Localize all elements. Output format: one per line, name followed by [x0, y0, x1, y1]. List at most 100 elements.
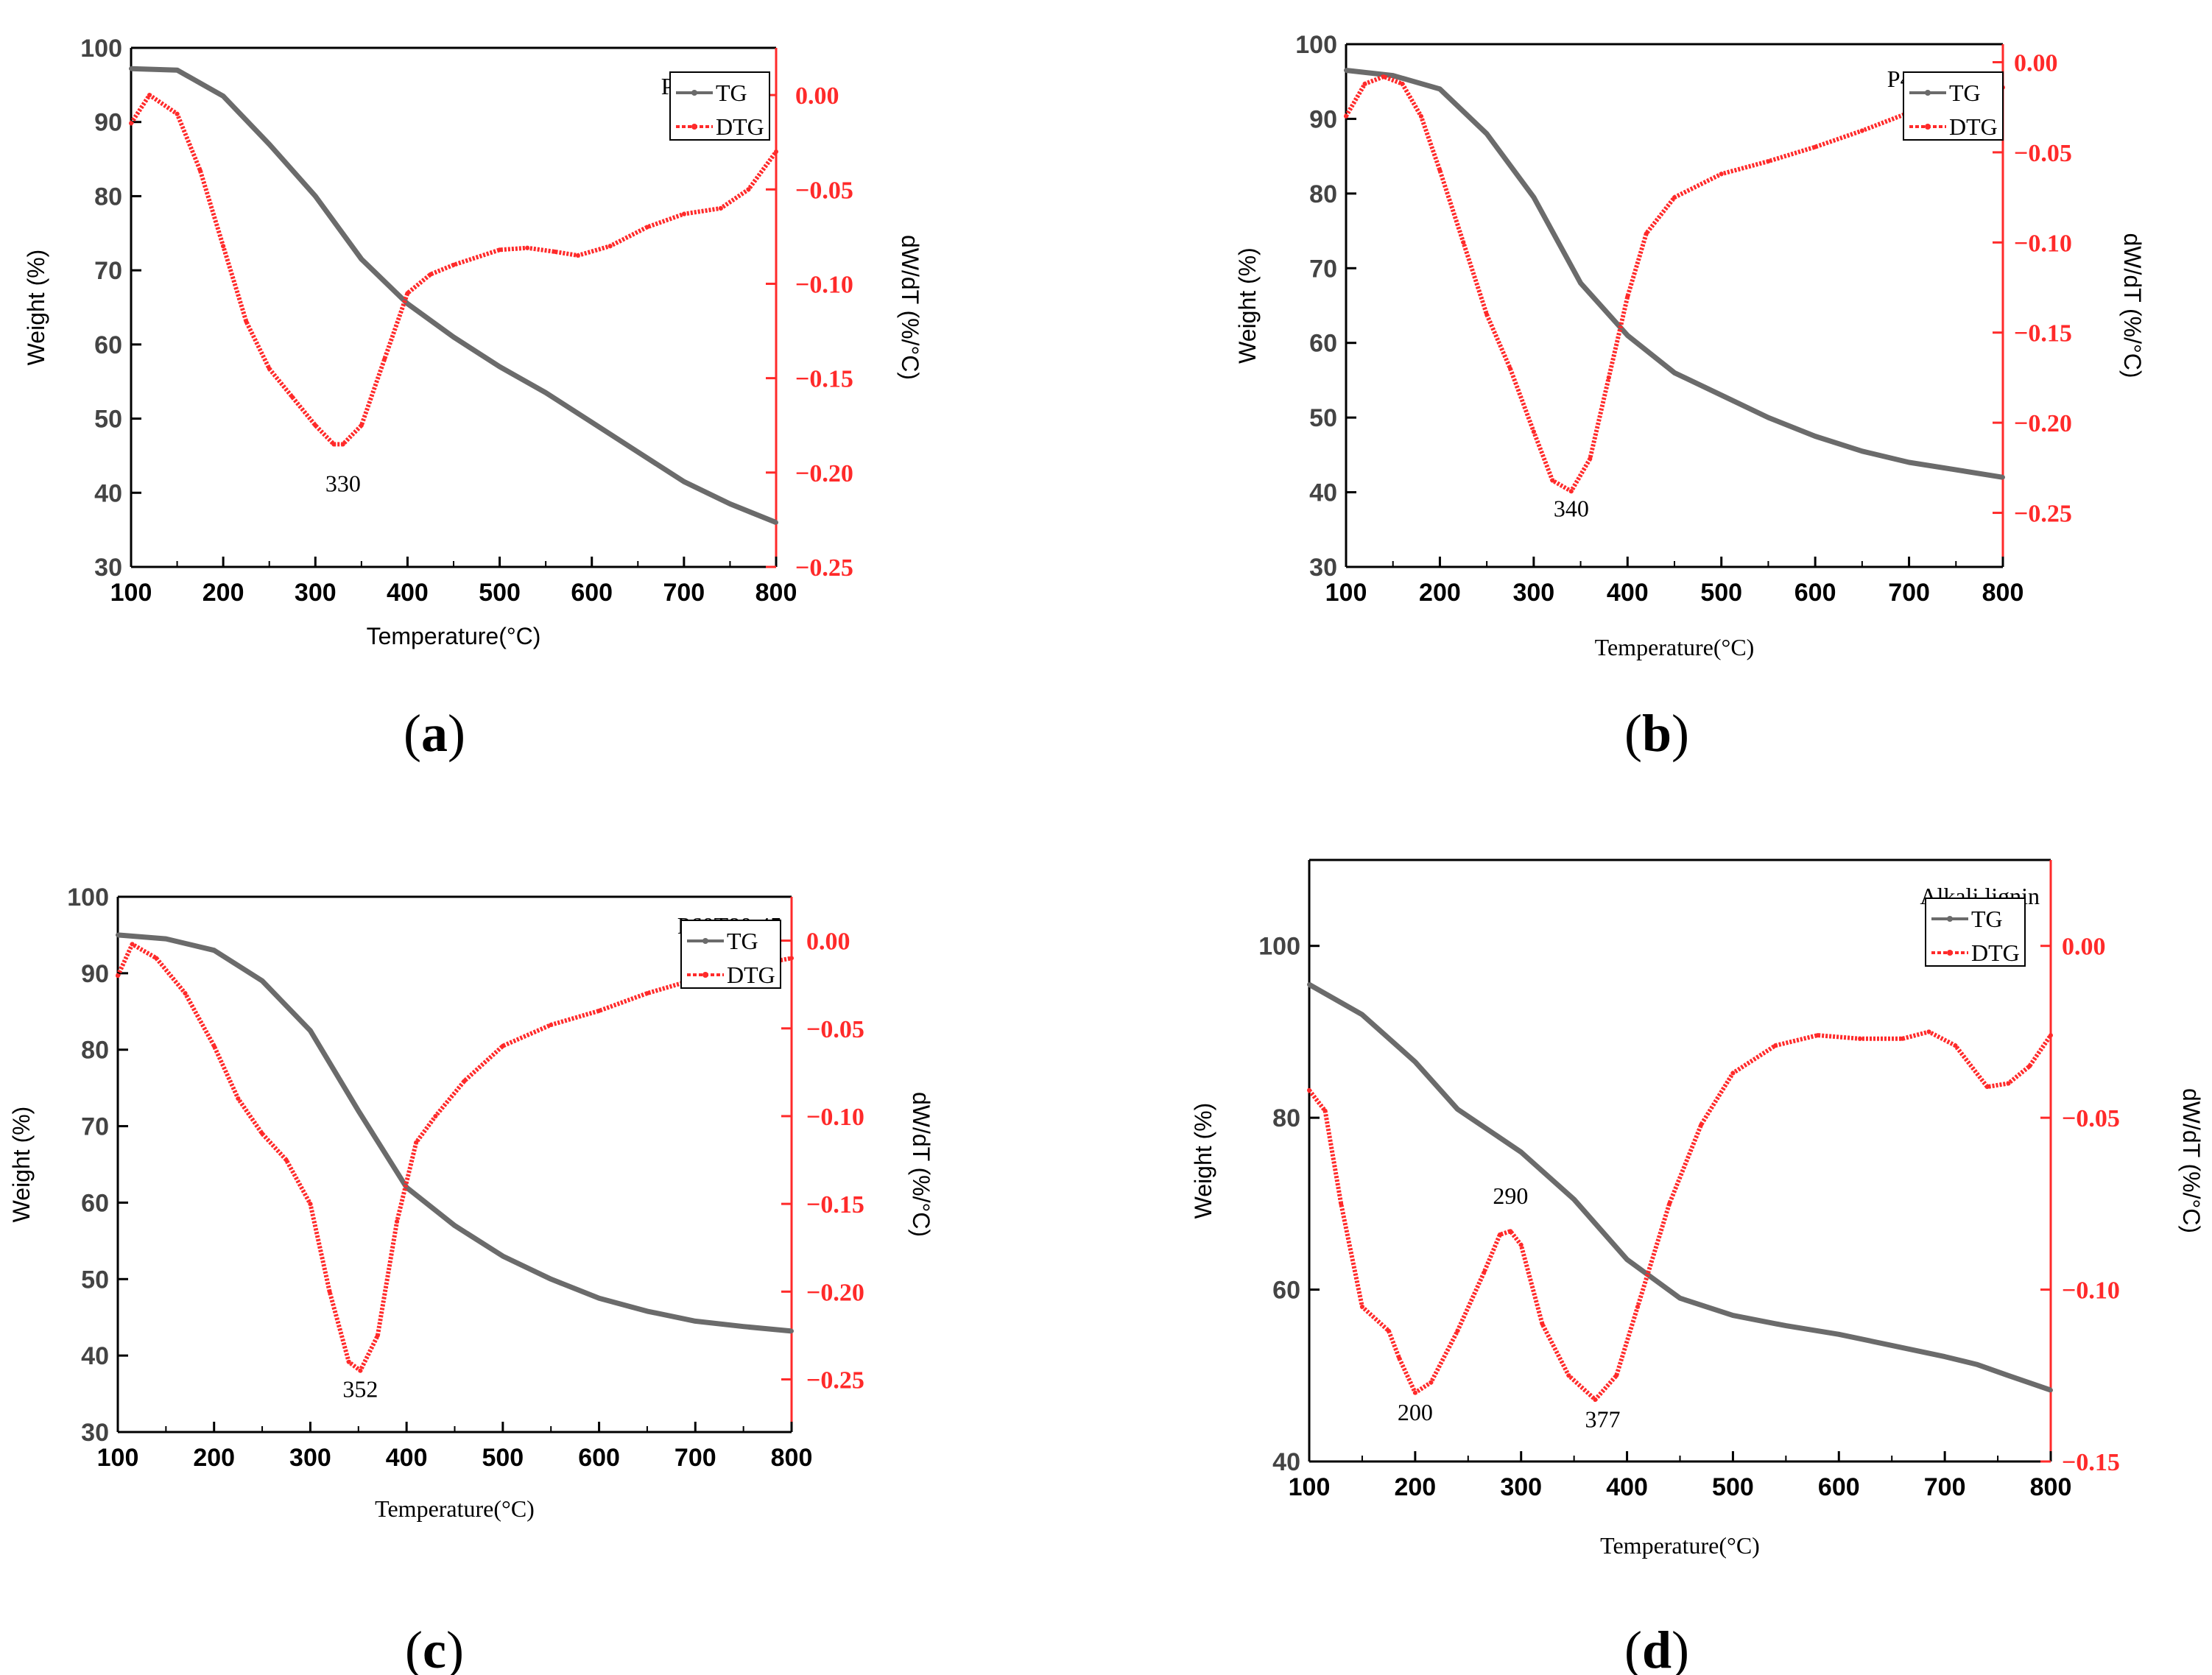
data-point-tg	[543, 390, 549, 395]
data-point-tg	[260, 978, 265, 984]
legend-marker-tg	[1947, 916, 1953, 922]
chart-panel-c: 100 200 300 400 500 600 700 800 30 40 50 60 70 80 90 10…	[8, 884, 934, 1675]
x-tick-label: 200	[1419, 579, 1461, 607]
x-tick-label: 700	[674, 1444, 716, 1472]
data-point-dtg	[308, 1202, 313, 1207]
data-point-dtg	[428, 272, 433, 277]
data-point-dtg	[1508, 1229, 1513, 1234]
peak-annotation: 340	[1554, 495, 1589, 521]
x-tick-label: 400	[387, 579, 429, 607]
data-point-dtg	[2006, 1081, 2011, 1086]
data-point-dtg	[1813, 144, 1818, 149]
data-point-dtg	[746, 187, 751, 192]
x-tick-label: 800	[2030, 1473, 2072, 1501]
legend-entry-tg: TG	[727, 928, 758, 954]
chart-panel-a: 100 200 300 400 500 600 700 800 30 40 50 60 70 80 90 10…	[23, 35, 923, 763]
data-point-dtg	[1359, 1304, 1364, 1309]
data-point-tg	[2049, 1388, 2053, 1393]
data-point-tg	[1455, 1107, 1460, 1112]
data-point-tg	[452, 1223, 457, 1228]
y-right-tick-label: −0.05	[2062, 1105, 2120, 1132]
data-point-dtg	[1593, 1397, 1598, 1402]
data-point-dtg	[596, 1008, 602, 1013]
x-tick-label: 400	[386, 1444, 428, 1472]
data-point-dtg	[451, 262, 456, 267]
x-tick-label: 200	[193, 1444, 235, 1472]
data-point-dtg	[644, 225, 649, 230]
x-tick-label: 300	[1500, 1473, 1542, 1501]
data-point-dtg	[175, 111, 180, 116]
legend-marker-tg	[702, 938, 708, 944]
data-point-dtg	[1900, 1036, 1905, 1041]
legend-marker-tg	[1925, 90, 1931, 96]
y-right-tick-label: −0.10	[806, 1104, 864, 1131]
data-point-dtg	[1518, 1242, 1524, 1247]
y-right-tick-label: −0.25	[795, 554, 853, 582]
data-point-tg	[1624, 1257, 1630, 1262]
data-point-dtg	[1568, 489, 1574, 494]
legend-entry-tg: TG	[716, 80, 747, 106]
data-point-tg	[1307, 982, 1311, 987]
legend: TG DTG	[669, 71, 770, 141]
data-point-dtg	[681, 211, 686, 216]
legend: TG DTG	[680, 920, 781, 989]
y-right-tick-label: −0.15	[806, 1191, 864, 1219]
data-point-tg	[313, 194, 318, 199]
data-point-dtg	[1531, 429, 1536, 434]
data-point-tg	[308, 1028, 313, 1033]
data-point-dtg	[375, 1333, 380, 1338]
peak-annotation: 290	[1493, 1182, 1528, 1209]
data-point-tg	[1359, 1012, 1364, 1018]
y-right-tick-label: 0.00	[2062, 934, 2106, 961]
legend-box	[1903, 71, 2004, 141]
x-axis-title: Temperature(°C)	[375, 1495, 535, 1522]
data-point-dtg	[552, 249, 557, 254]
x-tick-label: 300	[295, 579, 337, 607]
data-point-dtg	[497, 247, 502, 253]
data-point-dtg	[147, 93, 152, 98]
chart-panel-b: 100 200 300 400 500 600 700 800 30 40 50 60 70 80 90 10…	[1234, 31, 2146, 763]
data-point-dtg	[1566, 1373, 1571, 1378]
data-point-dtg	[1730, 1071, 1736, 1076]
data-point-dtg	[525, 245, 530, 250]
data-point-dtg	[1381, 74, 1386, 80]
x-axis-title: Temperature(°C)	[1600, 1532, 1760, 1559]
x-tick-label: 300	[289, 1444, 331, 1472]
data-point-dtg	[1635, 1304, 1640, 1309]
legend-entry-tg: TG	[1949, 80, 1981, 106]
data-point-dtg	[1307, 1087, 1311, 1093]
series-line-dtg	[1344, 74, 2004, 494]
y-left-tick-label: 90	[1309, 105, 1337, 133]
data-point-tg	[1672, 370, 1677, 375]
legend: TG DTG	[1903, 71, 2004, 141]
data-point-dtg	[1766, 159, 1771, 164]
data-point-dtg	[1926, 1029, 1931, 1034]
data-point-dtg	[267, 366, 272, 371]
data-point-dtg	[154, 956, 159, 961]
data-point-dtg	[382, 357, 387, 362]
legend-entry-dtg: DTG	[727, 962, 775, 988]
legend-entry-dtg: DTG	[1949, 113, 1998, 140]
series-line-dtg	[1307, 1029, 2053, 1402]
data-point-tg	[267, 141, 272, 147]
data-point-tg	[1625, 333, 1630, 338]
legend-box	[669, 71, 770, 141]
y-right-axis-title: dW/dT (%/°C)	[2119, 233, 2146, 378]
data-point-dtg	[358, 1368, 363, 1373]
legend-marker-dtg	[1947, 950, 1953, 956]
x-tick-label: 800	[755, 579, 797, 607]
data-point-dtg	[346, 1359, 351, 1364]
data-point-tg	[1518, 1149, 1524, 1154]
panel-label: (d)	[1624, 1621, 1689, 1675]
legend-marker-dtg	[1925, 124, 1931, 130]
y-left-tick-label: 50	[94, 406, 122, 434]
y-left-axis-title: Weight (%)	[23, 250, 49, 366]
x-tick-label: 400	[1606, 1473, 1648, 1501]
data-point-dtg	[1719, 172, 1724, 177]
x-axis-title: Temperature(°C)	[367, 623, 541, 649]
data-point-dtg	[244, 319, 249, 324]
data-point-dtg	[1344, 113, 1348, 119]
y-left-tick-label: 60	[94, 331, 122, 359]
data-point-dtg	[1455, 1328, 1460, 1333]
